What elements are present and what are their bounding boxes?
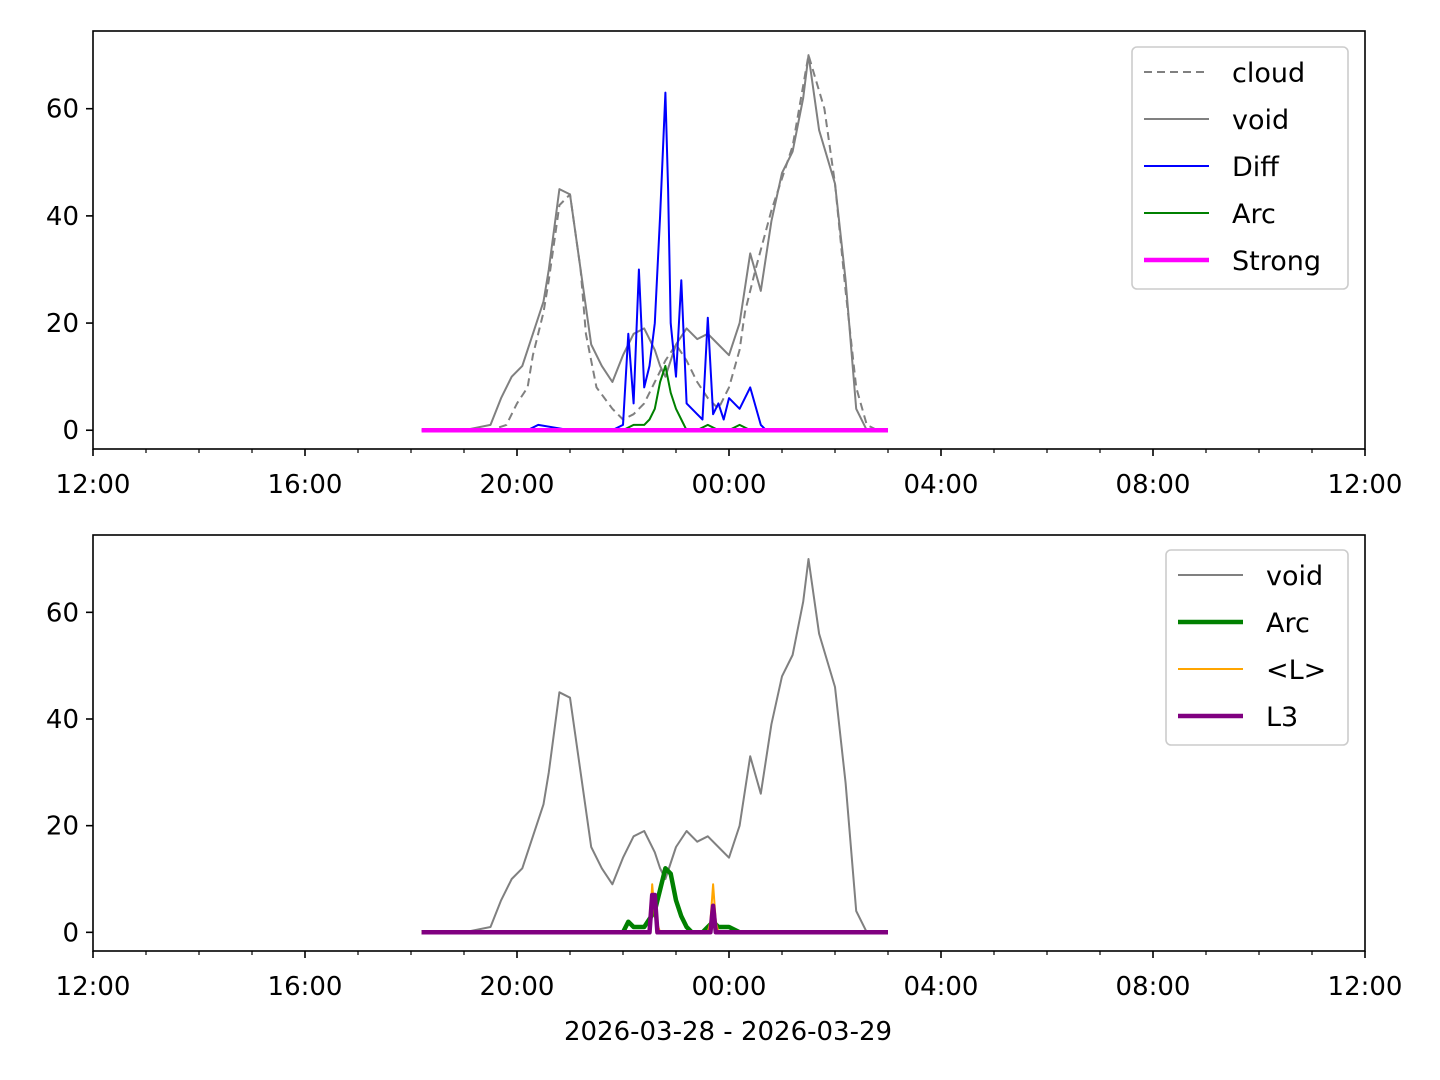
x-tick-label: 16:00 xyxy=(268,972,343,1002)
x-tick-label: 04:00 xyxy=(904,972,979,1002)
legend-label-strong: Strong xyxy=(1232,246,1321,277)
x-tick-label: 00:00 xyxy=(692,972,767,1002)
legend: void Arc <L> L3 xyxy=(1165,549,1349,746)
x-tick-label: 12:00 xyxy=(1328,972,1403,1002)
y-tick-label: 40 xyxy=(46,705,79,735)
series-line-cloud xyxy=(421,54,888,432)
legend-box xyxy=(1165,549,1349,746)
y-tick-label: 20 xyxy=(46,309,79,339)
series-line-void xyxy=(421,558,888,934)
legend-label-arc: Arc xyxy=(1266,608,1310,639)
legend: cloud void Diff Arc Strong xyxy=(1131,46,1349,290)
x-tick-label: 12:00 xyxy=(1328,470,1403,500)
legend-box xyxy=(1131,46,1349,290)
x-tick-label: 16:00 xyxy=(268,470,343,500)
series-line-l3 xyxy=(421,892,888,935)
x-tick-label: 04:00 xyxy=(904,470,979,500)
y-tick-label: 20 xyxy=(46,812,79,842)
legend-label-void: void xyxy=(1266,561,1323,592)
x-axis-label: 2026-03-28 - 2026-03-29 xyxy=(564,1017,892,1047)
x-tick-label: 00:00 xyxy=(692,470,767,500)
series-line-diff xyxy=(527,91,782,432)
x-tick-label: 20:00 xyxy=(480,470,555,500)
series-line-arc xyxy=(421,866,888,935)
legend-label-cloud: cloud xyxy=(1232,58,1305,89)
y-tick-label: 60 xyxy=(46,95,79,125)
series-line-void xyxy=(421,54,888,432)
x-tick-label: 12:00 xyxy=(56,470,131,500)
x-tick-label: 08:00 xyxy=(1116,470,1191,500)
x-tick-label: 20:00 xyxy=(480,972,555,1002)
x-tick-label: 12:00 xyxy=(56,972,131,1002)
legend-label-arc: Arc xyxy=(1232,199,1276,230)
x-tick-label: 08:00 xyxy=(1116,972,1191,1002)
y-tick-label: 60 xyxy=(46,598,79,628)
y-tick-label: 0 xyxy=(62,918,79,948)
legend-label-l3: L3 xyxy=(1266,702,1298,733)
y-tick-label: 0 xyxy=(62,416,79,446)
legend-label-diff: Diff xyxy=(1232,152,1280,183)
legend-label-l: <L> xyxy=(1266,655,1326,686)
y-tick-label: 40 xyxy=(46,202,79,232)
top-chart-panel: 0 20 40 60 12:00 16:00 20:00 00:00 04:00 08:00 12:… xyxy=(46,30,1403,500)
legend-label-void: void xyxy=(1232,105,1289,136)
bottom-chart-panel: 0 20 40 60 12:00 16:00 20:00 00:00 04:00 08:00 12:… xyxy=(46,534,1403,1002)
